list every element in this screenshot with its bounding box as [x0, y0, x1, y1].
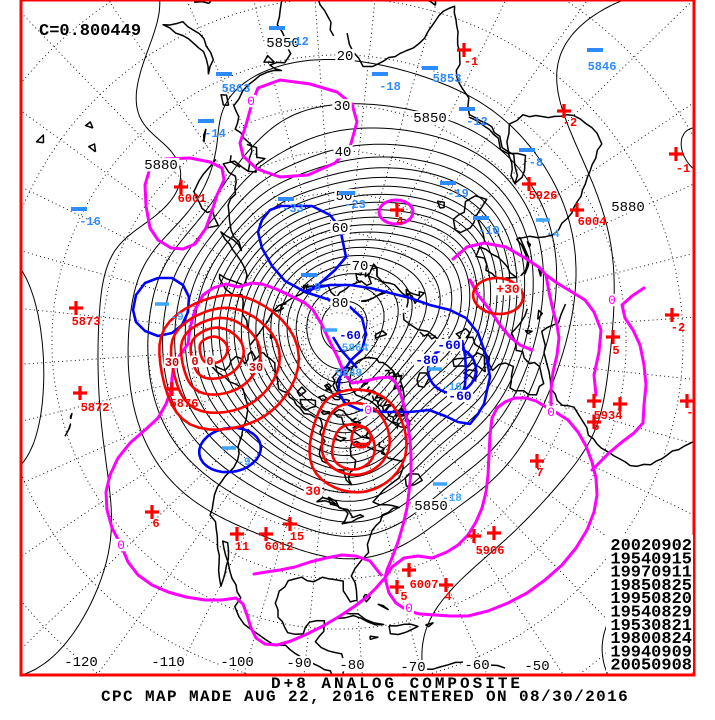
svg-text:-60: -60	[464, 658, 489, 674]
svg-text:30: 30	[165, 356, 179, 370]
svg-text:-23: -23	[344, 198, 366, 212]
svg-text:-9: -9	[170, 312, 183, 324]
svg-text:0: 0	[191, 355, 198, 369]
svg-text:-8: -8	[307, 281, 321, 295]
svg-text:11: 11	[235, 540, 249, 554]
svg-text:6007: 6007	[410, 578, 439, 592]
svg-text:-33: -33	[282, 202, 304, 216]
svg-text:0: 0	[364, 403, 372, 418]
svg-text:-18: -18	[442, 493, 462, 505]
svg-text:0: 0	[608, 293, 616, 308]
svg-text:-2: -2	[563, 116, 577, 130]
svg-text:-80: -80	[339, 658, 364, 674]
svg-text:70: 70	[352, 259, 369, 275]
svg-text:-50: -50	[524, 659, 549, 675]
svg-text:0: 0	[206, 355, 213, 369]
svg-text:0: 0	[117, 538, 125, 553]
svg-text:5: 5	[400, 590, 407, 604]
svg-text:0: 0	[547, 405, 555, 420]
svg-text:4: 4	[396, 215, 403, 229]
svg-text:5850: 5850	[413, 111, 447, 127]
svg-text:-60: -60	[437, 338, 461, 353]
svg-text:-60: -60	[339, 329, 361, 343]
svg-text:-18: -18	[379, 80, 401, 94]
svg-text:-12: -12	[287, 35, 309, 49]
svg-text:5926: 5926	[529, 189, 558, 203]
svg-text:4: 4	[444, 590, 451, 604]
svg-text:-2: -2	[671, 321, 685, 335]
svg-text:-8: -8	[529, 156, 543, 170]
svg-text:5864: 5864	[342, 343, 369, 355]
svg-text:-1: -1	[464, 55, 478, 69]
svg-text:6004: 6004	[578, 215, 607, 229]
svg-text:6: 6	[152, 517, 159, 531]
svg-text:30: 30	[249, 361, 263, 375]
svg-text:C=0.800449: C=0.800449	[39, 22, 141, 41]
svg-text:5: 5	[612, 344, 619, 358]
svg-text:-1: -1	[676, 162, 690, 176]
svg-text:15: 15	[290, 530, 304, 544]
svg-text:-16: -16	[79, 215, 101, 229]
svg-text:5880: 5880	[144, 158, 178, 174]
svg-text:5872: 5872	[81, 401, 110, 415]
svg-text:-9: -9	[237, 457, 250, 469]
svg-text:30: 30	[334, 99, 351, 115]
svg-text:5880: 5880	[611, 200, 645, 216]
svg-text:5876: 5876	[170, 397, 199, 411]
svg-text:-12: -12	[466, 115, 488, 129]
svg-text:80: 80	[332, 296, 349, 312]
svg-text:0: 0	[247, 94, 255, 109]
svg-text:7: 7	[536, 466, 543, 480]
svg-text:40: 40	[335, 145, 352, 161]
svg-text:20050908: 20050908	[610, 657, 692, 676]
svg-text:-10: -10	[478, 224, 500, 238]
svg-text:5849: 5849	[336, 368, 362, 380]
svg-text:6001: 6001	[178, 192, 207, 206]
svg-text:5846: 5846	[588, 60, 617, 74]
svg-text:5853: 5853	[433, 72, 462, 86]
svg-text:5906: 5906	[476, 544, 505, 558]
svg-text:30: 30	[305, 484, 321, 499]
svg-text:-14: -14	[204, 127, 226, 141]
svg-text:-100: -100	[220, 655, 254, 671]
svg-text:CPC MAP MADE AUG 22, 2016 CENT: CPC MAP MADE AUG 22, 2016 CENTERED ON 08…	[101, 688, 629, 706]
svg-text:-19: -19	[447, 187, 469, 201]
svg-text:-120: -120	[64, 655, 98, 671]
svg-text:20: 20	[337, 49, 354, 65]
svg-text:+30: +30	[496, 282, 520, 297]
svg-text:-90: -90	[286, 656, 311, 672]
svg-text:60: 60	[332, 221, 349, 237]
svg-text:5873: 5873	[72, 315, 101, 329]
svg-text:-16: -16	[442, 382, 462, 394]
svg-text:-80: -80	[415, 353, 439, 368]
svg-text:5863: 5863	[222, 82, 251, 96]
svg-text:-110: -110	[151, 655, 185, 671]
svg-text:-4: -4	[546, 229, 560, 241]
svg-text:5: 5	[592, 420, 599, 434]
